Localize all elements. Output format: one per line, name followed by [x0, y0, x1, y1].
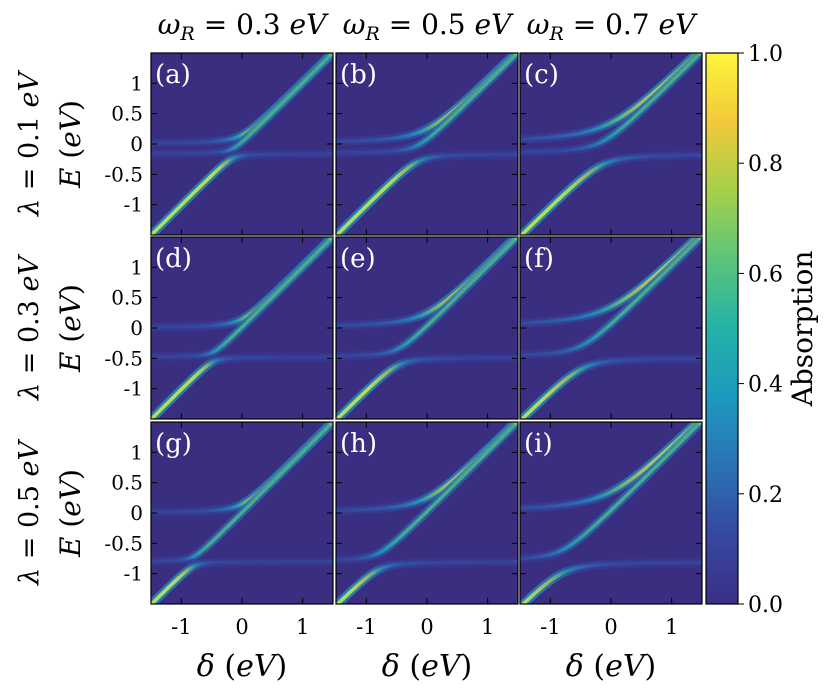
y-axis-label: E (eV): [54, 100, 87, 189]
panel-label: (e): [340, 244, 376, 274]
x-tick-label: 0: [235, 615, 248, 639]
x-tick-label: 0: [604, 615, 617, 639]
panel-c: (c): [519, 48, 703, 236]
heatmap-grid: 1 0.5 0 -0.5 -1 (a) (b) (c) 1 0.5 0 -0.5 -1 (d) (e) (f)…: [104, 48, 703, 684]
y-tick-label: 0: [130, 132, 143, 156]
absorption-bands: [336, 422, 518, 604]
y-tick-label: 1: [130, 71, 143, 95]
panel-h: -1 0 1 (h) δ (eV): [335, 421, 519, 684]
panel-d: 1 0.5 0 -0.5 -1 (d): [104, 236, 334, 420]
column-title: ωR = 0.3 eV: [158, 8, 329, 45]
x-tick-label: 0: [420, 615, 433, 639]
y-tick-label: 1: [130, 440, 143, 464]
x-tick-label: 1: [481, 615, 494, 639]
band-segment-glow: [693, 422, 702, 427]
panel-label: (d): [155, 244, 192, 274]
panel-label: (h): [340, 429, 377, 459]
band-segment: [700, 48, 702, 50]
x-tick-label: -1: [356, 615, 376, 639]
absorption-bands: [336, 53, 518, 235]
panel-label: (c): [524, 60, 559, 90]
absorption-bands: [151, 53, 333, 235]
y-tick-label: -1: [124, 562, 143, 586]
x-tick-label: 1: [296, 615, 309, 639]
x-tick-label: -1: [171, 615, 191, 639]
colorbar-tick-label: 0.8: [748, 152, 783, 177]
y-tick-label: -1: [124, 377, 143, 401]
panel-f: (f): [519, 236, 703, 420]
colorbar-tick-label: 0.2: [748, 483, 783, 508]
row-title: λ = 0.3 eV: [14, 254, 45, 401]
x-axis-label: δ (eV): [566, 649, 656, 684]
band-segment: [520, 603, 524, 604]
y-tick-label: -0.5: [104, 531, 143, 555]
row-titles: λ = 0.1 eV E (eV) λ = 0.3 eV E (eV) λ = 0.5 …: [14, 70, 87, 586]
y-tick-label: 1: [130, 255, 143, 279]
x-tick-label: -1: [540, 615, 560, 639]
y-tick-label: 0.5: [111, 471, 143, 495]
column-title: ωR = 0.7 eV: [527, 8, 698, 45]
y-axis-label: E (eV): [54, 284, 87, 373]
band-segment-glow: [693, 53, 702, 58]
band-segment: [513, 422, 518, 426]
panel-label: (b): [340, 60, 377, 90]
colorbar-gradient: [705, 52, 739, 605]
y-tick-label: 0: [130, 501, 143, 525]
y-axis-label: E (eV): [54, 469, 87, 558]
panel-g: -1 0 1 1 0.5 0 -0.5 -1 (g) δ (eV): [104, 421, 334, 684]
y-tick-label: -1: [124, 193, 143, 217]
column-title: ωR = 0.5 eV: [343, 8, 514, 45]
band-segment-glow: [696, 53, 702, 55]
absorption-bands: [520, 48, 702, 235]
panel-label: (g): [155, 429, 192, 459]
panel-e: (e): [335, 236, 519, 420]
panel-label: (f): [524, 244, 554, 274]
y-tick-label: 0.5: [111, 102, 143, 126]
colorbar-label: Absorption: [786, 251, 819, 408]
absorption-bands: [520, 422, 702, 604]
band-segment: [695, 422, 700, 424]
panel-i: -1 0 1 (i) δ (eV): [519, 421, 703, 684]
row-title: λ = 0.5 eV: [14, 439, 45, 586]
colorbar: 0.0 0.2 0.4 0.6 0.8 1.0 Absorption: [705, 42, 819, 618]
x-tick-label: 1: [665, 615, 678, 639]
y-tick-label: -0.5: [104, 346, 143, 370]
panel-a: 1 0.5 0 -0.5 -1 (a): [104, 52, 334, 236]
absorption-bands: [336, 237, 518, 419]
x-axis-label: δ (eV): [382, 649, 472, 684]
panel-label: (i): [524, 429, 553, 459]
band-segment-glow: [520, 600, 527, 604]
band-segment: [695, 53, 700, 55]
colorbar-tick-label: 1.0: [748, 42, 783, 67]
y-tick-label: -0.5: [104, 162, 143, 186]
x-axis-label: δ (eV): [197, 649, 287, 684]
panel-label: (a): [155, 60, 191, 90]
y-tick-label: 0.5: [111, 286, 143, 310]
row-title: λ = 0.1 eV: [14, 70, 45, 217]
colorbar-tick-label: 0.6: [748, 262, 783, 287]
absorption-bands: [151, 237, 333, 419]
column-titles: ωR = 0.3 eV ωR = 0.5 eV ωR = 0.7 eV: [158, 8, 698, 45]
absorption-bands: [151, 422, 333, 604]
colorbar-tick-label: 0.0: [748, 593, 783, 618]
panel-b: (b): [335, 52, 519, 236]
y-tick-label: 0: [130, 316, 143, 340]
absorption-bands: [520, 237, 702, 419]
colorbar-tick-label: 0.4: [748, 373, 783, 398]
